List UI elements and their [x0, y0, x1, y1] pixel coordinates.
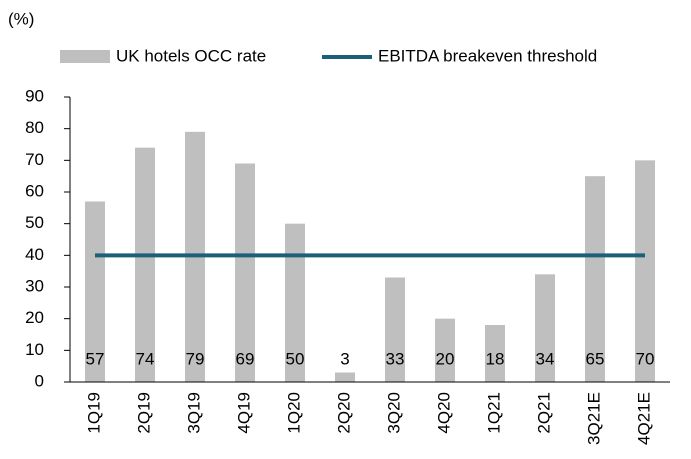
x-tick-label: 3Q21E — [584, 392, 603, 445]
data-label: 34 — [536, 349, 555, 368]
y-axis-label: (%) — [8, 9, 34, 28]
bar — [235, 163, 255, 382]
bar — [285, 223, 305, 382]
data-label: 65 — [586, 349, 605, 368]
legend-label: UK hotels OCC rate — [116, 46, 266, 65]
bar — [535, 274, 555, 382]
bar — [635, 160, 655, 382]
legend-label: EBITDA breakeven threshold — [378, 46, 597, 65]
x-tick-label: 4Q20 — [434, 392, 453, 434]
bar — [385, 277, 405, 382]
bar — [85, 201, 105, 382]
y-tick-label: 70 — [25, 150, 44, 169]
y-tick-label: 10 — [25, 340, 44, 359]
x-tick-label: 2Q19 — [134, 392, 153, 434]
x-tick-label: 1Q19 — [84, 392, 103, 434]
y-tick-label: 90 — [25, 86, 44, 105]
x-tick-label: 2Q21 — [534, 392, 553, 434]
x-tick-label: 2Q20 — [334, 392, 353, 434]
legend-swatch — [60, 50, 110, 63]
x-tick-label: 1Q20 — [284, 392, 303, 434]
x-tick-label: 1Q21 — [484, 392, 503, 434]
bar — [585, 176, 605, 382]
data-label: 18 — [486, 349, 505, 368]
data-label: 74 — [136, 349, 155, 368]
data-label: 33 — [386, 349, 405, 368]
bar — [435, 318, 455, 382]
bar — [335, 372, 355, 382]
data-label: 70 — [636, 349, 655, 368]
y-tick-label: 0 — [35, 371, 44, 390]
x-tick-label: 4Q21E — [634, 392, 653, 445]
y-tick-label: 50 — [25, 213, 44, 232]
x-tick-label: 4Q19 — [234, 392, 253, 434]
data-label: 50 — [286, 349, 305, 368]
x-tick-label: 3Q19 — [184, 392, 203, 434]
data-label: 20 — [436, 349, 455, 368]
y-tick-label: 20 — [25, 308, 44, 327]
y-tick-label: 60 — [25, 181, 44, 200]
x-tick-label: 3Q20 — [384, 392, 403, 434]
data-label: 79 — [186, 349, 205, 368]
bar — [135, 147, 155, 382]
y-tick-label: 80 — [25, 118, 44, 137]
data-label: 69 — [236, 349, 255, 368]
bar — [485, 325, 505, 382]
y-tick-label: 30 — [25, 276, 44, 295]
y-tick-label: 40 — [25, 245, 44, 264]
data-label: 3 — [340, 349, 349, 368]
data-label: 57 — [86, 349, 105, 368]
